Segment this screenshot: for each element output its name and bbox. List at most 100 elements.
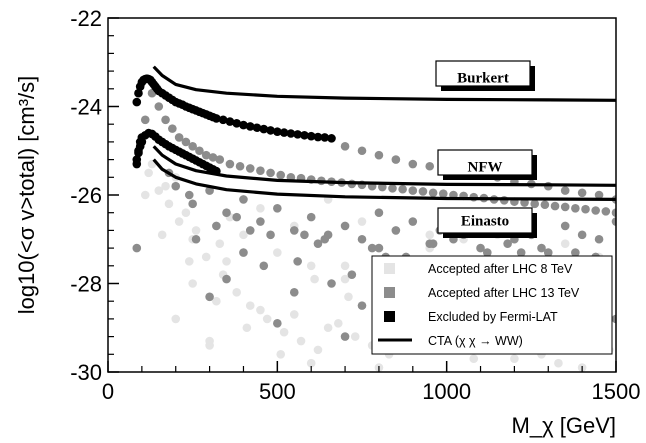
point-series-1-12 (208, 153, 218, 162)
point-series-1-116 (340, 332, 350, 341)
point-series-1-134 (259, 261, 269, 271)
cta-curves (152, 65, 616, 201)
point-series-0-68 (344, 292, 353, 302)
burkert-label-box: Burkert (435, 60, 535, 91)
point-series-1-34 (428, 188, 438, 198)
point-series-2-42 (293, 130, 302, 139)
point-series-2-77 (137, 137, 147, 147)
point-series-1-56 (391, 155, 401, 164)
point-series-2-40 (279, 128, 289, 137)
point-series-1-122 (289, 288, 299, 297)
point-series-2-46 (320, 133, 330, 142)
point-series-2-33 (232, 119, 241, 128)
point-series-1-19 (276, 170, 286, 180)
point-series-2-41 (286, 129, 296, 138)
point-series-0-3 (164, 199, 174, 209)
point-series-0-44 (333, 319, 343, 328)
point-series-0-52 (469, 354, 479, 364)
point-series-1-71 (188, 199, 197, 209)
point-series-1-18 (266, 168, 275, 178)
curve-labels: Burkert NFW Einasto (435, 60, 537, 238)
point-series-1-98 (184, 190, 194, 200)
point-series-0-16 (340, 274, 350, 284)
point-series-0-82 (510, 354, 519, 364)
point-series-1-101 (266, 230, 275, 240)
point-series-1-102 (293, 257, 302, 266)
point-series-1-31 (398, 184, 407, 194)
point-series-1-50 (591, 206, 600, 215)
y-tick-label-2: -26 (70, 183, 102, 208)
point-series-1-68 (594, 190, 604, 200)
point-series-1-120 (611, 314, 616, 324)
nfw-label: NFW (468, 159, 503, 175)
point-series-1-11 (201, 150, 211, 160)
point-series-1-103 (320, 234, 330, 244)
point-series-1-2 (140, 115, 150, 125)
point-series-2-32 (225, 117, 235, 126)
point-series-1-45 (540, 200, 550, 210)
point-series-1-88 (476, 243, 485, 253)
point-series-1-70 (171, 181, 181, 191)
point-series-0-2 (154, 186, 164, 195)
cta-curve-nfw (152, 145, 616, 187)
point-series-0-1 (144, 168, 153, 178)
point-series-1-76 (273, 203, 282, 213)
point-series-1-141 (300, 230, 309, 240)
point-series-0-5 (181, 208, 191, 217)
point-series-1-96 (611, 217, 616, 226)
legend-label-cta: CTA (χ χ → WW) (428, 334, 523, 348)
point-series-0-12 (273, 248, 282, 257)
legend-swatch-lhc8 (384, 263, 395, 274)
point-series-0-61 (140, 190, 150, 200)
point-series-2-0 (132, 97, 142, 107)
point-series-1-15 (235, 161, 245, 171)
point-series-0-85 (256, 305, 265, 315)
point-series-0-38 (232, 288, 241, 297)
point-series-0-63 (184, 257, 194, 266)
point-series-1-105 (374, 243, 384, 253)
point-series-1-66 (560, 186, 570, 195)
legend-box (371, 255, 613, 355)
point-series-1-5 (161, 115, 170, 125)
point-series-0-84 (188, 279, 197, 288)
point-series-1-111 (537, 243, 546, 253)
point-series-1-47 (560, 202, 570, 212)
point-series-1-52 (611, 208, 616, 217)
point-series-2-34 (239, 120, 248, 130)
nfw-label-box: NFW (437, 149, 537, 180)
point-series-1-100 (239, 248, 248, 257)
y-tick-label-1: -28 (70, 272, 102, 297)
point-series-0-91 (205, 336, 214, 346)
point-series-1-92 (543, 248, 553, 257)
legend-label-fermi: Excluded by Fermi-LAT (428, 310, 558, 324)
point-series-0-21 (425, 230, 435, 240)
legend-swatch-lhc13 (384, 287, 395, 298)
point-series-2-47 (327, 134, 336, 143)
legend: Accepted after LHC 8 TeV Accepted after … (371, 255, 613, 355)
point-series-0-11 (256, 203, 265, 213)
point-series-1-44 (530, 199, 540, 209)
y-tick-label-0: -30 (70, 360, 102, 385)
point-series-1-140 (232, 212, 241, 222)
point-series-0-29 (560, 239, 570, 248)
point-series-1-49 (581, 204, 590, 214)
point-series-1-55 (374, 150, 384, 160)
point-series-2-75 (134, 148, 143, 158)
point-series-0-65 (242, 323, 252, 333)
point-series-1-6 (168, 124, 177, 133)
point-series-2-37 (259, 124, 269, 134)
point-series-0-36 (201, 252, 211, 262)
point-series-1-51 (601, 207, 611, 216)
point-series-1-107 (428, 239, 438, 248)
point-series-1-8 (181, 137, 191, 147)
point-series-1-7 (174, 133, 184, 142)
point-series-1-128 (313, 239, 323, 248)
point-series-2-38 (266, 126, 275, 135)
point-series-1-57 (408, 159, 418, 169)
point-series-1-67 (577, 188, 587, 198)
point-series-1-48 (571, 203, 580, 213)
point-series-2-31 (218, 115, 228, 125)
point-series-1-54 (357, 146, 367, 156)
point-series-1-75 (256, 217, 265, 226)
